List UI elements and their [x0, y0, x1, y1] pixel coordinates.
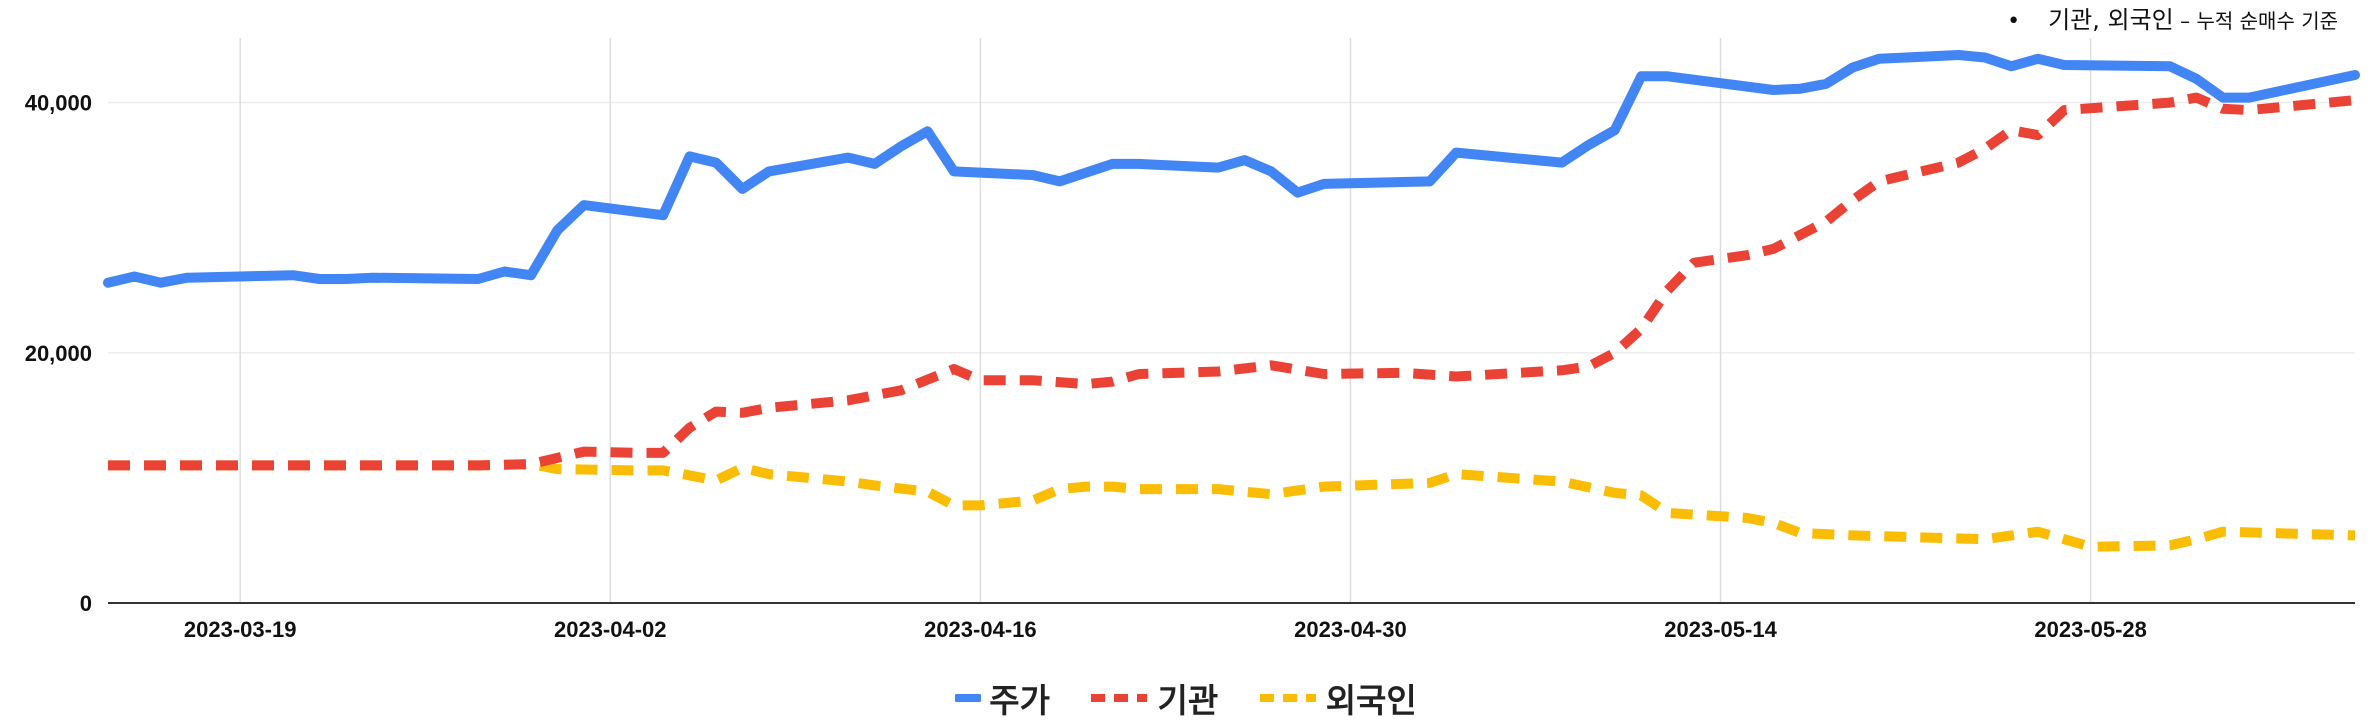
x-tick-label: 2023-04-02 [554, 617, 667, 642]
chart-legend: 주가 기관 외국인 [0, 672, 2372, 722]
legend-item-institution[interactable]: 기관 [1089, 674, 1218, 722]
y-tick-label: 40,000 [25, 91, 92, 116]
legend-label-stock-price: 주가 [989, 681, 1050, 720]
legend-label-foreigner: 외국인 [1325, 681, 1417, 720]
series-line-institution [108, 92, 2356, 471]
series-line-stock-price [103, 50, 2360, 288]
series-line-foreigner [108, 459, 2356, 552]
legend-item-stock-price[interactable]: 주가 [955, 674, 1050, 722]
legend-swatch-stock-price [955, 694, 982, 702]
chart-tick-labels: 0 20,000 40,000 2023-03-19 2023-04-02 2023-04… [25, 91, 2147, 642]
x-tick-label: 2023-04-30 [1294, 617, 1407, 642]
y-tick-label: 0 [80, 591, 92, 616]
chart-note: • 기관, 외국인 – 누적 순매수 기준 [2007, 0, 2338, 35]
y-tick-label: 20,000 [25, 341, 92, 366]
legend-label-institution: 기관 [1157, 681, 1219, 720]
x-tick-label: 2023-05-14 [1664, 617, 1777, 642]
x-tick-label: 2023-04-16 [924, 617, 1037, 642]
legend-item-foreigner[interactable]: 외국인 [1258, 674, 1417, 722]
note-sub-text: – 누적 순매수 기준 [2173, 9, 2338, 33]
note-bullet: • [2007, 9, 2021, 34]
legend-swatch-institution [1091, 694, 1148, 702]
x-tick-label: 2023-05-28 [2034, 617, 2147, 642]
note-main-text: 기관, 외국인 [2048, 6, 2174, 34]
chart-grid [108, 38, 2355, 604]
chart-series [103, 50, 2360, 552]
x-tick-label: 2023-03-19 [184, 617, 297, 642]
legend-swatch-foreigner [1259, 694, 1316, 702]
